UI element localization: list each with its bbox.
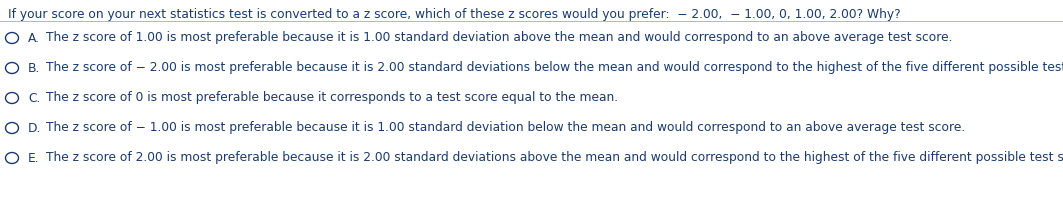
Text: B.: B.	[28, 62, 40, 74]
Text: The z score of − 2.00 is most preferable because it is 2.00 standard deviations : The z score of − 2.00 is most preferable…	[46, 62, 1063, 74]
Text: If your score on your next statistics test is converted to a z score, which of t: If your score on your next statistics te…	[9, 8, 900, 21]
Text: C.: C.	[28, 92, 40, 104]
Text: A.: A.	[28, 31, 40, 45]
Text: D.: D.	[28, 121, 41, 134]
Text: The z score of 0 is most preferable because it corresponds to a test score equal: The z score of 0 is most preferable beca…	[46, 92, 618, 104]
Text: E.: E.	[28, 152, 39, 164]
Text: The z score of 2.00 is most preferable because it is 2.00 standard deviations ab: The z score of 2.00 is most preferable b…	[46, 152, 1063, 164]
Text: The z score of − 1.00 is most preferable because it is 1.00 standard deviation b: The z score of − 1.00 is most preferable…	[46, 121, 965, 134]
Text: The z score of 1.00 is most preferable because it is 1.00 standard deviation abo: The z score of 1.00 is most preferable b…	[46, 31, 952, 45]
